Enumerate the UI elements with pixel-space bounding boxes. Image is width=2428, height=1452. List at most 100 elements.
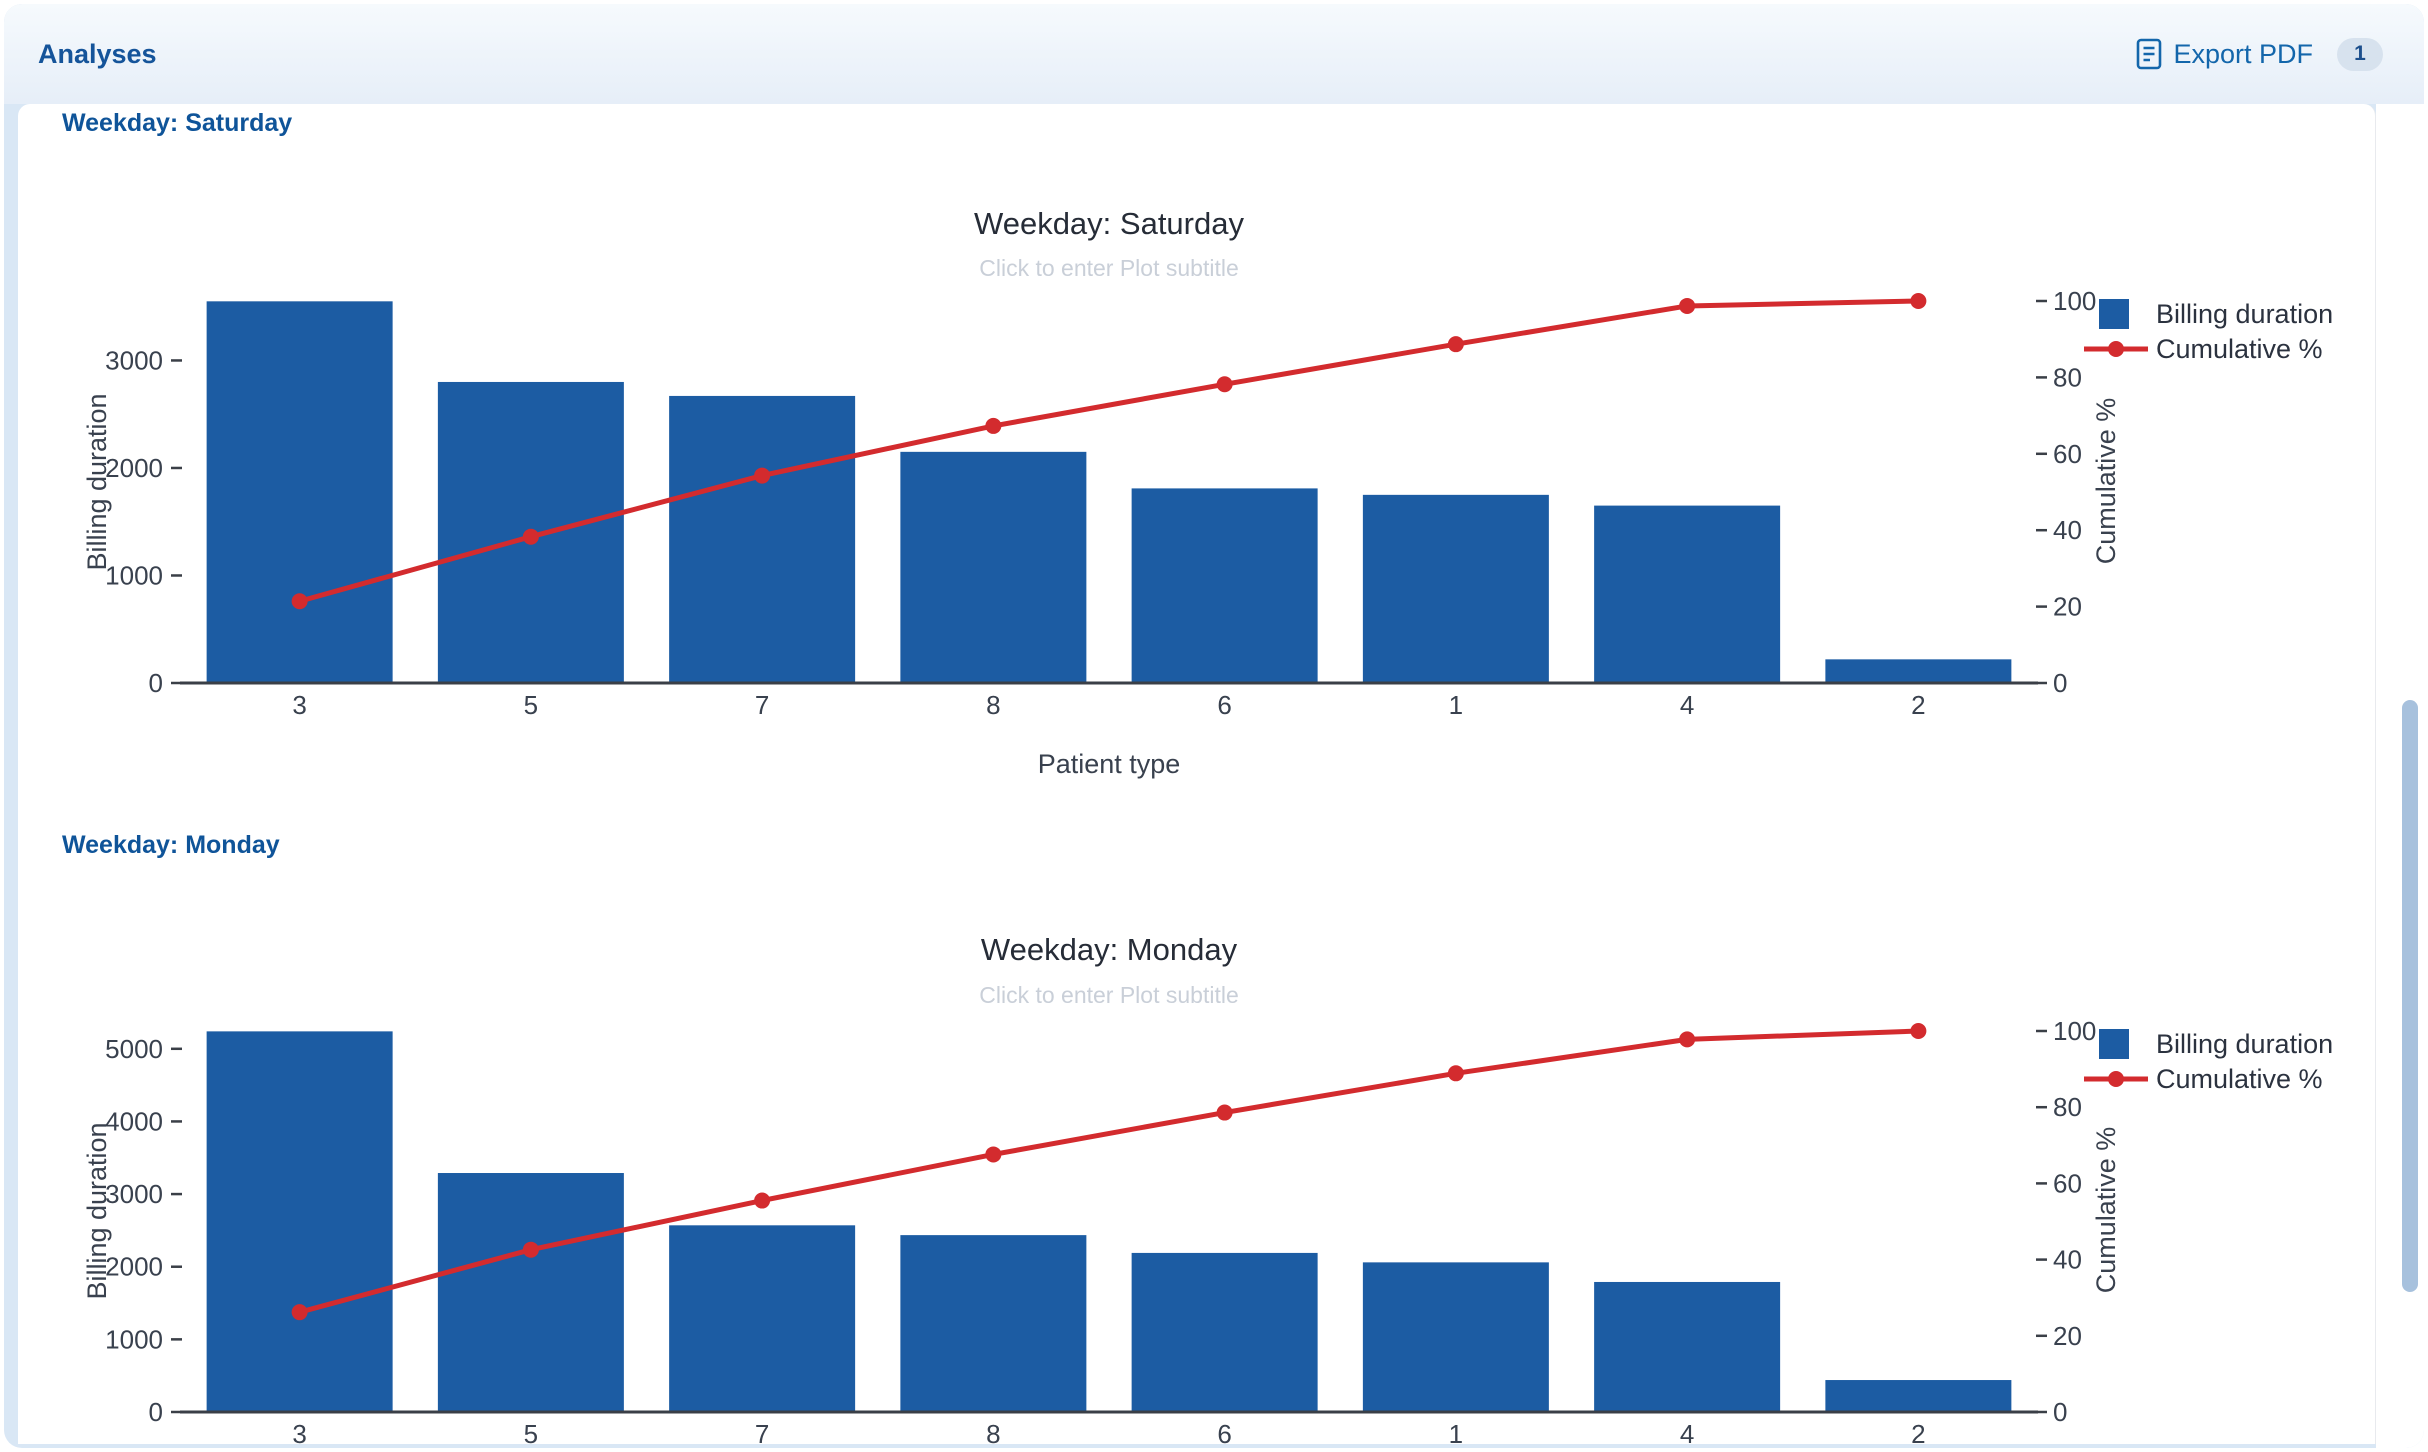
bar-category-4 [1594,505,1781,683]
right-tick-label: 0 [2053,668,2067,698]
left-tick-label: 1000 [105,1324,163,1354]
cumulative-point-8 [985,417,1002,434]
scrollbar-track[interactable] [2376,104,2424,1448]
header: Analyses Export PDF 1 [4,4,2424,104]
cumulative-line [298,1028,1919,1315]
legend-label-cumulative[interactable]: Cumulative % [2156,334,2323,364]
legend-marker-cumulative[interactable] [2108,1071,2124,1087]
x-tick-label: 2 [1911,1419,1925,1444]
cumulative-point-7 [754,1192,771,1209]
cumulative-point-8 [985,1146,1002,1163]
legend-label-billing-duration[interactable]: Billing duration [2156,299,2333,329]
right-tick-label: 100 [2053,286,2096,316]
bar-category-1 [1362,494,1549,683]
left-tick-label: 2000 [105,453,163,483]
legend-swatch-billing-duration[interactable] [2099,1029,2129,1059]
bar-category-3 [206,1031,393,1412]
left-tick-label: 1000 [105,560,163,590]
scrollbar-thumb[interactable] [2402,700,2418,1292]
cumulative-point-1 [1447,1065,1464,1082]
x-tick-label: 1 [1449,1419,1463,1444]
cumulative-point-6 [1216,1104,1233,1121]
notification-badge[interactable]: 1 [2337,37,2383,71]
right-tick-label: 80 [2053,1092,2082,1122]
cumulative-point-4 [1679,297,1696,314]
x-tick-label: 4 [1680,690,1694,720]
right-tick-label: 40 [2053,515,2082,545]
cumulative-point-1 [1447,336,1464,353]
cumulative-point-2 [1910,1023,1927,1039]
x-tick-label: 8 [986,690,1000,720]
export-pdf-label: Export PDF [2173,38,2313,69]
right-tick-label: 80 [2053,362,2082,392]
export-pdf-button[interactable]: Export PDF [2135,38,2313,70]
chart-subtitle-placeholder[interactable]: Click to enter Plot subtitle [979,982,1239,1008]
left-tick-label: 0 [149,1397,163,1427]
cumulative-point-6 [1216,376,1233,393]
left-y-axis-label: Billing duration [82,393,112,570]
cumulative-line [298,298,1919,604]
cumulative-point-2 [1910,293,1927,309]
cumulative-point-3 [291,1304,308,1321]
x-tick-label: 5 [524,690,538,720]
document-icon [2135,38,2163,70]
right-tick-label: 20 [2053,592,2082,622]
bar-category-8 [900,1235,1087,1412]
x-tick-label: 7 [755,690,769,720]
bar-category-1 [1362,1262,1549,1412]
left-tick-label: 4000 [105,1106,163,1136]
left-tick-label: 3000 [105,1179,163,1209]
x-tick-label: 5 [524,1419,538,1444]
content-card: Weekday: Saturday Weekday: Saturday Click… [18,104,2376,1444]
cumulative-point-7 [754,467,771,484]
left-tick-label: 2000 [105,1252,163,1282]
pareto-chart-monday: Weekday: Monday Click to enter Plot subti… [82,932,2333,1444]
page-title: Analyses [38,38,157,69]
left-tick-label: 3000 [105,345,163,375]
right-tick-label: 40 [2053,1245,2082,1275]
bar-category-5 [437,1173,624,1412]
bar-category-4 [1594,1281,1781,1412]
bar-category-8 [900,451,1087,683]
x-tick-label: 6 [1217,690,1231,720]
x-tick-label: 6 [1217,1419,1231,1444]
cumulative-point-3 [291,593,308,610]
cumulative-point-5 [522,528,539,545]
legend-label-billing-duration[interactable]: Billing duration [2156,1029,2333,1059]
x-tick-label: 4 [1680,1419,1694,1444]
app-window: Analyses Export PDF 1 Weekday: Saturday … [4,4,2424,1448]
bar-category-3 [206,301,393,683]
right-tick-label: 0 [2053,1397,2067,1427]
legend-marker-cumulative[interactable] [2108,341,2124,357]
cumulative-point-5 [522,1241,539,1258]
chart-title[interactable]: Weekday: Monday [981,932,1238,967]
right-y-axis-label: Cumulative % [2091,398,2121,565]
bar-category-2 [1825,659,2012,683]
x-tick-label: 3 [292,1419,306,1444]
left-tick-label: 5000 [105,1034,163,1064]
right-y-axis-label: Cumulative % [2091,1127,2121,1294]
x-tick-label: 1 [1449,690,1463,720]
right-tick-label: 60 [2053,1168,2082,1198]
right-tick-label: 60 [2053,439,2082,469]
x-tick-label: 2 [1911,690,1925,720]
chart-subtitle-placeholder[interactable]: Click to enter Plot subtitle [979,255,1239,281]
bar-category-7 [669,1225,856,1412]
bar-category-6 [1131,488,1318,683]
pareto-chart-saturday: Weekday: Saturday Click to enter Plot sub… [82,206,2333,779]
bar-category-6 [1131,1252,1318,1412]
left-y-axis-label: Billing duration [82,1122,112,1299]
left-tick-label: 0 [149,668,163,698]
section-label-saturday: Weekday: Saturday [62,109,293,137]
section-label-monday: Weekday: Monday [62,831,280,859]
right-tick-label: 100 [2053,1016,2096,1046]
legend-swatch-billing-duration[interactable] [2099,299,2129,329]
x-tick-label: 3 [292,690,306,720]
x-axis-label: Patient type [1038,749,1181,779]
chart-title[interactable]: Weekday: Saturday [974,206,1244,241]
bar-category-7 [669,395,856,683]
legend-label-cumulative[interactable]: Cumulative % [2156,1064,2323,1094]
x-tick-label: 7 [755,1419,769,1444]
x-tick-label: 8 [986,1419,1000,1444]
right-tick-label: 20 [2053,1321,2082,1351]
